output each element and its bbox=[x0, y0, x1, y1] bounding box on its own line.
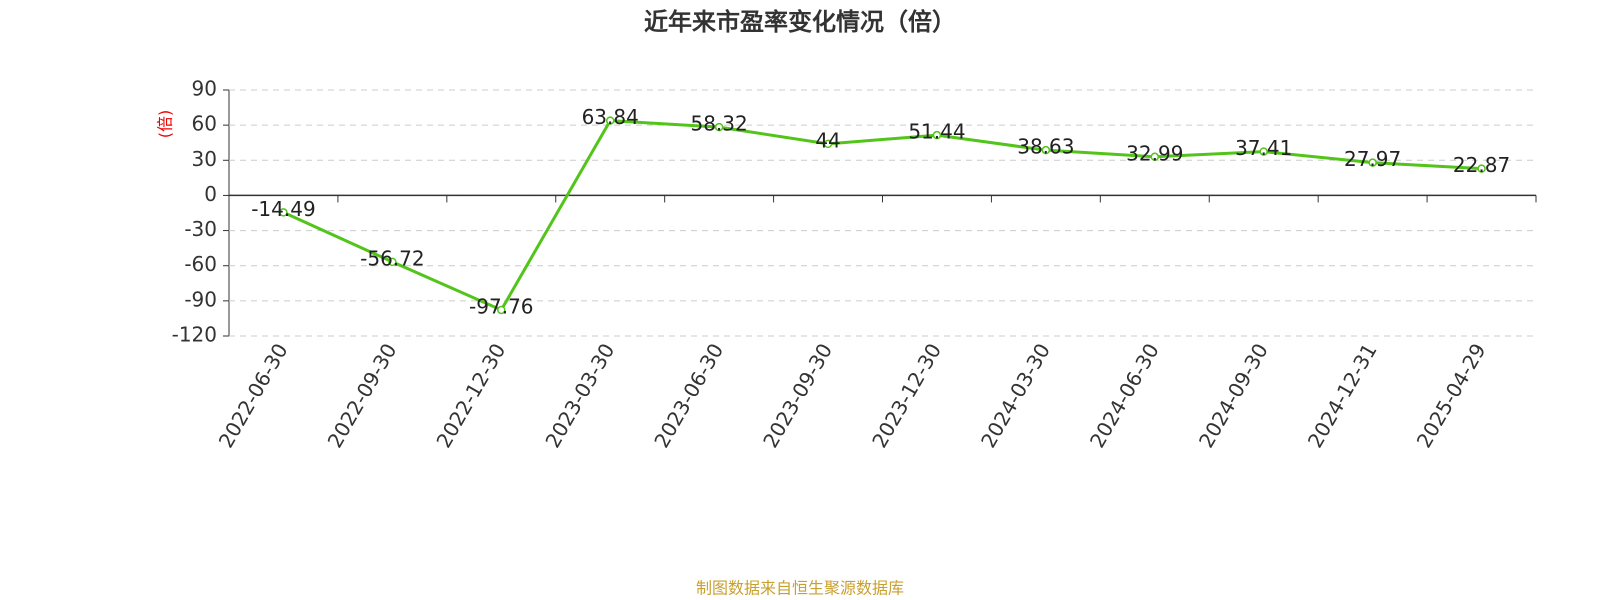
y-axis-label: (倍) bbox=[156, 110, 175, 139]
x-tick-label: 2024-09-30 bbox=[1194, 339, 1273, 452]
x-tick-label: 2022-12-30 bbox=[431, 339, 510, 452]
x-tick-label: 2022-09-30 bbox=[323, 339, 402, 452]
data-label: 63.84 bbox=[582, 105, 639, 129]
data-point bbox=[497, 305, 506, 315]
x-tick-label: 2025-04-29 bbox=[1412, 339, 1491, 452]
x-tick-label: 2024-06-30 bbox=[1085, 339, 1164, 452]
x-tick-label: 2024-12-31 bbox=[1303, 339, 1382, 452]
y-tick-label: 60 bbox=[192, 112, 217, 136]
x-tick-label: 2024-03-30 bbox=[976, 339, 1055, 452]
data-label: 32.99 bbox=[1126, 141, 1183, 165]
data-point bbox=[605, 116, 615, 125]
data-label: 27.97 bbox=[1344, 147, 1401, 171]
y-tick-label: -30 bbox=[184, 217, 217, 241]
data-point bbox=[279, 208, 288, 217]
data-point bbox=[1368, 158, 1377, 167]
source-note: 制图数据来自恒生聚源数据库 bbox=[696, 579, 904, 598]
data-label: -14.49 bbox=[251, 197, 315, 221]
x-tick-label: 2023-12-30 bbox=[867, 339, 946, 452]
chart-title: 近年来市盈率变化情况（倍） bbox=[644, 8, 956, 36]
y-tick-label: 90 bbox=[192, 77, 217, 101]
data-point bbox=[1041, 145, 1051, 155]
x-tick-label: 2022-06-30 bbox=[214, 339, 293, 452]
data-label: -56.72 bbox=[360, 246, 424, 270]
data-label: 37.41 bbox=[1235, 136, 1292, 160]
x-tick-label: 2023-03-30 bbox=[540, 339, 619, 452]
data-label: 22.87 bbox=[1453, 153, 1510, 177]
data-label: 38.63 bbox=[1017, 135, 1074, 159]
data-point bbox=[932, 130, 942, 140]
data-label: 58.32 bbox=[690, 112, 747, 136]
data-line bbox=[282, 119, 1482, 312]
y-tick-label: 30 bbox=[192, 147, 217, 171]
data-label: 44 bbox=[815, 128, 840, 152]
data-point bbox=[388, 257, 397, 267]
y-tick-label: -90 bbox=[184, 287, 217, 311]
data-point bbox=[1259, 147, 1268, 156]
x-tick-label: 2023-06-30 bbox=[649, 339, 728, 452]
data-point bbox=[823, 139, 833, 149]
y-tick-label: -120 bbox=[172, 323, 217, 347]
x-tick-label: 2023-09-30 bbox=[758, 339, 837, 452]
data-point bbox=[714, 122, 724, 132]
data-point bbox=[1477, 164, 1486, 173]
data-point bbox=[1150, 152, 1160, 162]
data-label: -97.76 bbox=[469, 294, 533, 318]
y-tick-label: 0 bbox=[204, 182, 217, 206]
y-tick-label: -60 bbox=[184, 252, 217, 276]
data-label: 51.44 bbox=[908, 120, 965, 144]
